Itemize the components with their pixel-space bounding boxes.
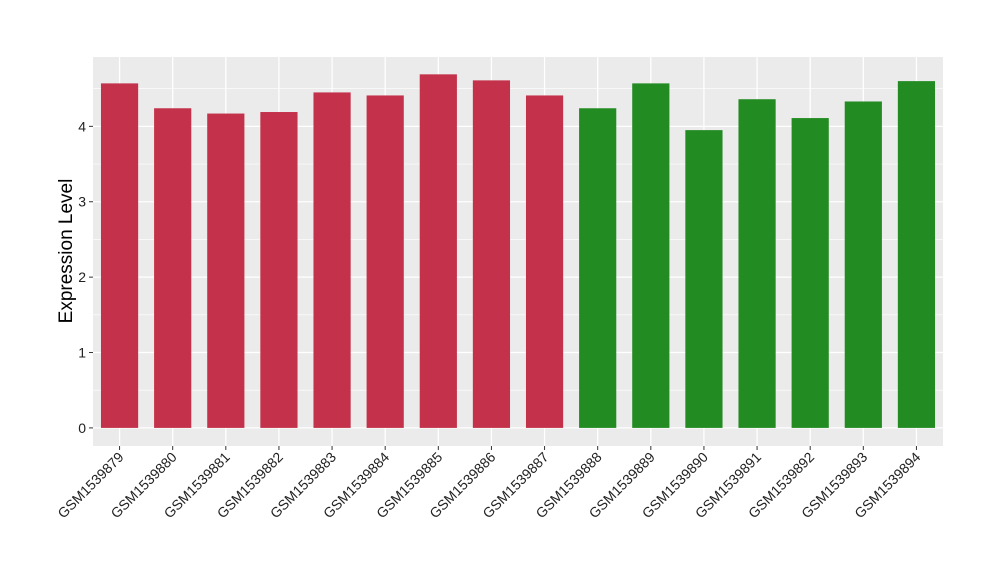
- bars: [100, 74, 936, 428]
- bar-GSM1539892: [791, 118, 829, 428]
- x-axis: GSM1539879GSM1539880GSM1539881GSM1539882…: [54, 446, 924, 521]
- bar-GSM1539889: [632, 83, 670, 428]
- y-tick-label: 4: [78, 118, 86, 134]
- y-tick-label: 1: [78, 345, 86, 361]
- bar-GSM1539894: [897, 81, 936, 428]
- y-tick-label: 0: [78, 420, 86, 436]
- y-axis: 0 1 2 3 4: [78, 118, 93, 436]
- bar-GSM1539879: [100, 83, 139, 428]
- bar-GSM1539891: [738, 99, 776, 428]
- bar-GSM1539893: [844, 101, 882, 428]
- bar-GSM1539880: [154, 108, 192, 428]
- bar-GSM1539882: [260, 112, 298, 428]
- bar-GSM1539887: [525, 95, 564, 428]
- bar-GSM1539883: [313, 92, 351, 428]
- bar-GSM1539886: [472, 80, 511, 428]
- bar-GSM1539888: [579, 108, 617, 428]
- bar-GSM1539890: [685, 130, 723, 428]
- bar-GSM1539885: [419, 74, 457, 428]
- y-tick-label: 3: [78, 194, 86, 210]
- bar-GSM1539884: [366, 95, 404, 428]
- y-tick-label: 2: [78, 269, 86, 285]
- y-axis-label: Expression Level: [56, 179, 77, 324]
- bar-GSM1539881: [207, 113, 245, 428]
